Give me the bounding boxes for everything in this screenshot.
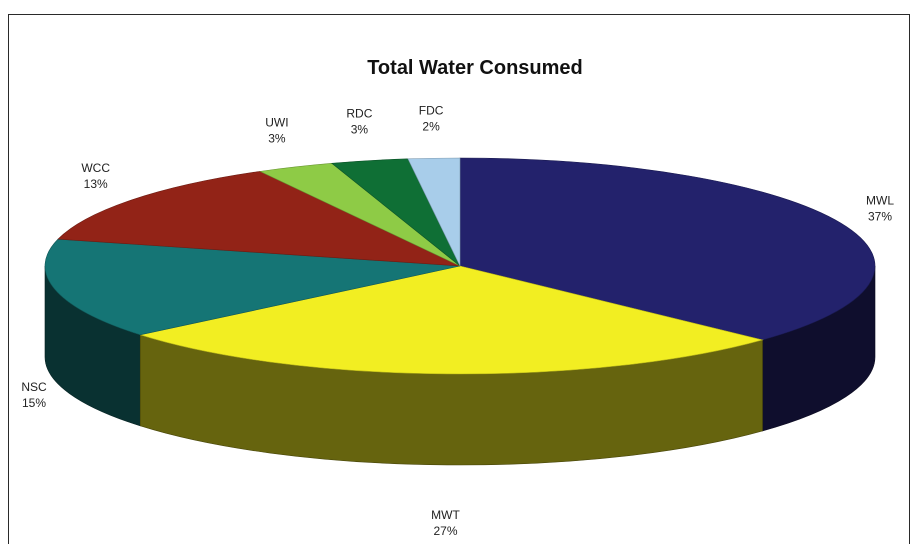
slice-name-nsc: NSC <box>21 380 47 394</box>
slice-percent-wcc: 13% <box>84 177 108 191</box>
slice-name-rdc: RDC <box>346 107 372 121</box>
slice-label-uwi: UWI 3% <box>265 115 288 145</box>
pie-layer <box>44 157 876 466</box>
slice-label-rdc: RDC 3% <box>346 107 372 137</box>
slice-label-mwl: MWL 37% <box>866 193 894 223</box>
slice-percent-uwi: 3% <box>268 131 286 145</box>
slice-label-fdc: FDC 2% <box>419 103 444 133</box>
slice-name-mwl: MWL <box>866 193 894 207</box>
slice-fdc <box>407 157 461 267</box>
slice-mwl <box>459 157 876 341</box>
slice-name-mwt: MWT <box>431 508 460 522</box>
slice-percent-nsc: 15% <box>22 396 46 410</box>
slice-mwt <box>139 265 764 375</box>
chart-title: Total Water Consumed <box>367 57 583 79</box>
slice-percent-mwl: 37% <box>868 209 892 223</box>
slice-percent-rdc: 3% <box>351 123 369 137</box>
slice-name-uwi: UWI <box>265 115 288 129</box>
slice-percent-fdc: 2% <box>422 119 440 133</box>
slice-label-wcc: WCC 13% <box>81 161 110 191</box>
slice-percent-mwt: 27% <box>433 524 457 538</box>
slice-label-nsc: NSC 15% <box>21 380 47 410</box>
slice-name-wcc: WCC <box>81 161 110 175</box>
slice-labels: MWL 37% MWT 27% NSC 15% WCC 13% UWI 3% RDC 3% FDC 2% <box>21 103 894 538</box>
slice-label-mwt: MWT 27% <box>431 508 460 538</box>
slice-nsc <box>44 238 461 336</box>
slice-wcc <box>57 171 461 267</box>
slice-name-fdc: FDC <box>419 103 444 117</box>
